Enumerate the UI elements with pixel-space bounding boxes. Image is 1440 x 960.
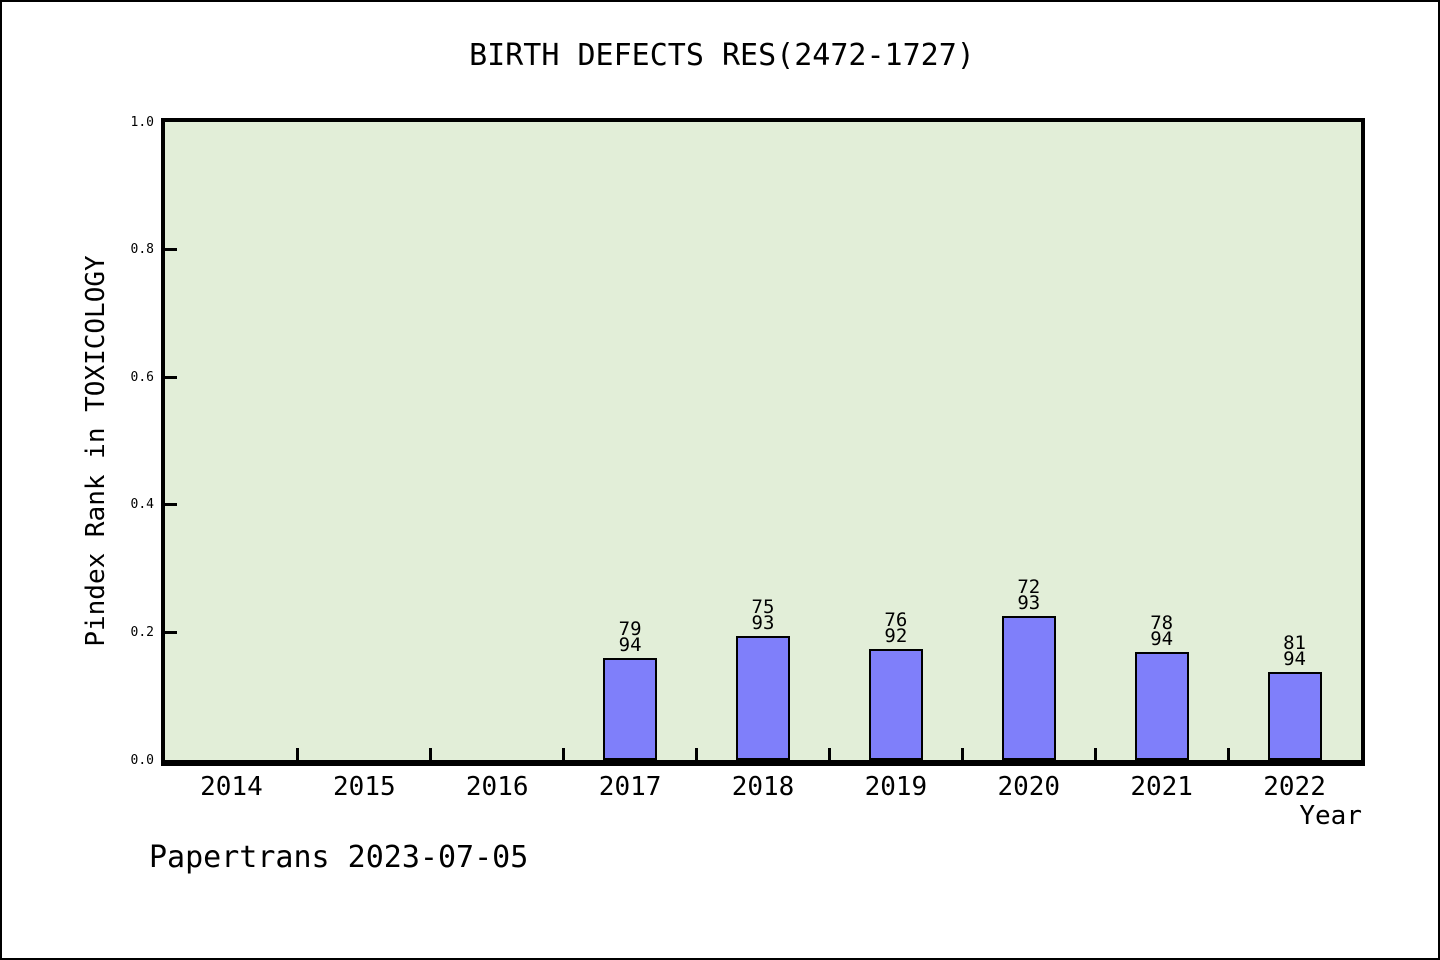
y-tick-mark <box>165 503 177 507</box>
bar-value-label-2021: 78 94 <box>1150 611 1174 650</box>
bar-value-label-2017: 79 94 <box>618 617 642 656</box>
x-tick-mark <box>960 748 964 760</box>
plot-inner: 79 94 75 93 76 92 72 93 78 94 81 94 <box>165 122 1361 760</box>
footer-watermark: Papertrans 2023-07-05 <box>149 840 529 875</box>
x-tick-mark <box>827 748 831 760</box>
y-tick-mark <box>165 375 177 379</box>
x-tick-mark <box>695 748 699 760</box>
bar-2020 <box>1001 615 1056 760</box>
x-tick-mark <box>1226 748 1230 760</box>
y-tick-label: 0.8 <box>130 242 154 258</box>
bar-2019 <box>868 649 923 760</box>
y-tick-mark <box>165 248 177 252</box>
y-tick-mark <box>165 630 177 634</box>
x-tick-label-2016: 2016 <box>465 772 529 802</box>
bar-2017 <box>603 657 658 760</box>
bar-2021 <box>1134 651 1189 760</box>
x-tick-label-2018: 2018 <box>731 772 795 802</box>
x-tick-label-2015: 2015 <box>333 772 396 802</box>
bar-value-label-2022: 81 94 <box>1283 631 1306 670</box>
bar-2022 <box>1267 671 1322 760</box>
bar-value-label-2020: 72 93 <box>1017 575 1041 614</box>
y-tick-label: 0.6 <box>130 369 154 385</box>
y-tick-label: 0.4 <box>130 497 154 513</box>
plot-area: 79 94 75 93 76 92 72 93 78 94 81 94 <box>161 118 1365 766</box>
x-axis-title: Year <box>1299 801 1362 831</box>
bar-value-label-2018: 75 93 <box>751 596 775 635</box>
y-tick-label: 1.0 <box>130 114 154 130</box>
x-tick-mark <box>562 748 566 760</box>
bar-value-label-2019: 76 92 <box>884 609 908 647</box>
x-tick-label-2014: 2014 <box>200 772 263 802</box>
x-tick-label-2022: 2022 <box>1263 772 1326 802</box>
y-tick-label: 0.0 <box>130 752 154 768</box>
bar-2018 <box>736 636 790 760</box>
x-tick-label-2021: 2021 <box>1130 772 1193 802</box>
chart-title: BIRTH DEFECTS RES(2472-1727) <box>469 38 975 73</box>
x-tick-mark <box>429 748 433 760</box>
x-tick-mark <box>1093 748 1097 760</box>
x-tick-mark <box>296 748 300 760</box>
x-tick-label-2019: 2019 <box>864 772 928 802</box>
y-axis-label: Pindex Rank in TOXICOLOGY <box>81 255 111 647</box>
y-tick-label: 0.2 <box>130 624 154 640</box>
x-tick-label-2017: 2017 <box>598 772 662 802</box>
x-tick-label-2020: 2020 <box>997 772 1061 802</box>
